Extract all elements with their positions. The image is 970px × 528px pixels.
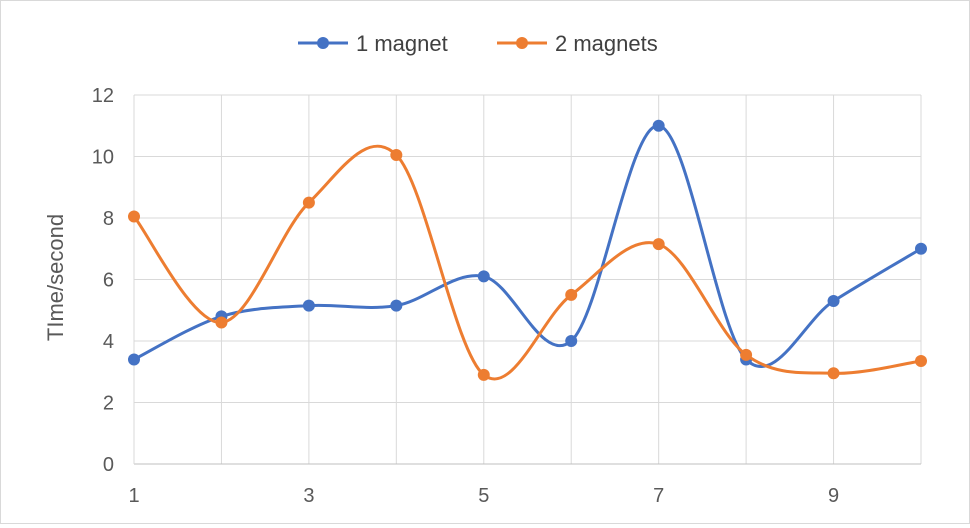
data-point-2-magnets	[477, 368, 490, 381]
legend-label-1-magnet: 1 magnet	[356, 31, 448, 56]
data-point-2-magnets	[215, 316, 228, 329]
series-layer	[128, 119, 927, 381]
data-point-1-magnet	[390, 299, 403, 312]
data-point-2-magnets	[652, 238, 665, 251]
data-point-1-magnet	[128, 353, 140, 366]
x-tick-label: 7	[653, 485, 664, 507]
y-tick-label: 0	[103, 454, 114, 476]
x-tick-label: 9	[828, 485, 839, 507]
y-tick-label: 12	[92, 85, 114, 107]
legend-marker-1-magnet	[317, 37, 329, 49]
axes: 0 2 4 6 8 10 12 1 3 5 7 9	[92, 85, 921, 507]
data-point-2-magnets	[740, 348, 753, 361]
data-point-2-magnets	[565, 288, 578, 301]
y-tick-label: 2	[103, 393, 114, 415]
y-tick-label: 6	[103, 270, 114, 292]
data-point-1-magnet	[302, 299, 315, 312]
y-tick-label: 10	[92, 147, 114, 169]
legend-marker-2-magnets	[516, 37, 528, 49]
x-tick-label: 5	[478, 485, 489, 507]
x-tick-label: 1	[128, 485, 139, 507]
data-point-1-magnet	[565, 335, 578, 347]
data-point-1-magnet	[477, 270, 490, 283]
legend: 1 magnet 2 magnets	[298, 31, 658, 56]
legend-label-2-magnets: 2 magnets	[555, 31, 658, 56]
x-tick-label: 3	[303, 485, 314, 507]
data-point-2-magnets	[827, 367, 840, 380]
y-tick-label: 8	[103, 208, 114, 230]
data-point-2-magnets	[302, 196, 315, 209]
data-point-1-magnet	[915, 242, 927, 255]
y-tick-label: 4	[103, 331, 114, 353]
data-point-2-magnets	[390, 148, 403, 161]
data-point-1-magnet	[827, 295, 840, 308]
gridlines	[134, 94, 922, 464]
y-axis-title: TIme/second	[43, 214, 68, 341]
data-point-2-magnets	[915, 354, 927, 367]
series-line-2-magnets	[132, 144, 923, 381]
data-point-2-magnets	[128, 210, 140, 223]
data-point-1-magnet	[652, 119, 665, 132]
series-line-1-magnet	[132, 124, 923, 368]
